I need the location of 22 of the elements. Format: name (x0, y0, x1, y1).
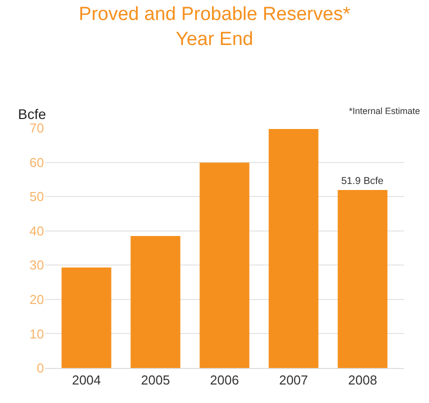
y-tick-label: 60 (30, 154, 44, 170)
bar (200, 162, 250, 368)
y-tick-label: 50 (30, 189, 44, 204)
bar (268, 129, 318, 368)
y-tick-label: 30 (30, 258, 44, 273)
y-tick-label: 40 (30, 223, 44, 238)
text: *Internal Estimate (349, 106, 420, 116)
y-tick-label: 10 (30, 326, 44, 342)
bar (130, 236, 180, 368)
x-tick-label: 2005 (141, 372, 170, 388)
y-axis-title: Bcfe (18, 106, 46, 122)
x-tick-label: 2008 (348, 372, 378, 388)
x-tick-label: 2004 (72, 372, 101, 388)
y-tick-label: 20 (30, 292, 44, 307)
data-label: 51.9 Bcfe (341, 176, 384, 188)
chart-title: Proved and Probable Reserves* Year End (78, 4, 351, 50)
y-tick-label: 0 (36, 360, 44, 376)
y-tick-label: 70 (30, 120, 44, 136)
x-tick-label: 2006 (210, 372, 239, 388)
bar (338, 190, 388, 368)
x-tick-label: 2007 (279, 372, 308, 388)
bar (62, 268, 112, 368)
